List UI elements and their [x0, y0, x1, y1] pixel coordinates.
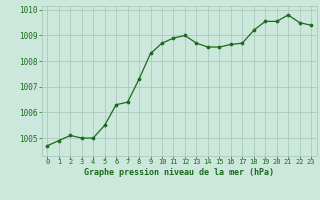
- X-axis label: Graphe pression niveau de la mer (hPa): Graphe pression niveau de la mer (hPa): [84, 168, 274, 177]
